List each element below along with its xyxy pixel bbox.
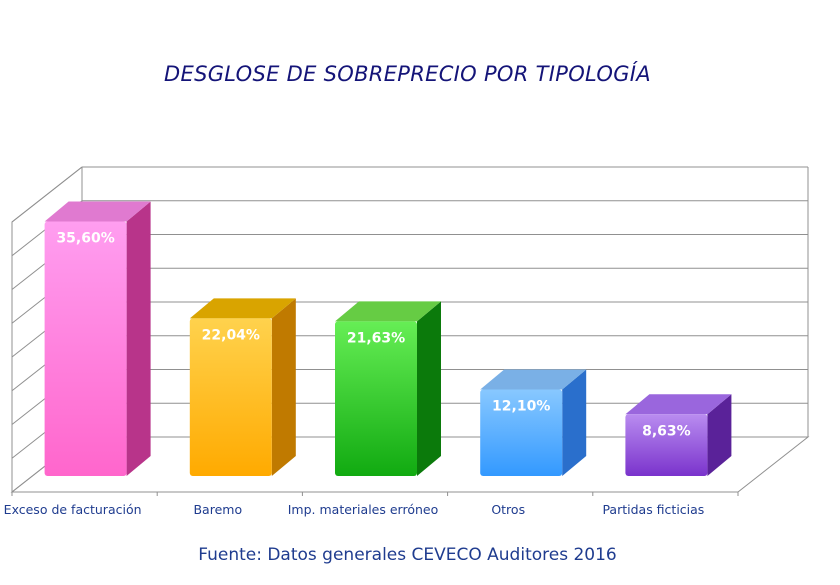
chart-title: DESGLOSE DE SOBREPRECIO POR TIPOLOGÍA [164,62,651,86]
bar-front [625,414,708,476]
bar-1 [189,298,296,476]
category-label: Otros [491,502,525,517]
gridline-side [11,166,83,223]
bar-top [480,369,587,390]
value-label: 8,63% [642,423,691,439]
bar-top [625,394,732,415]
bar-top [335,301,441,322]
value-label: 12,10% [492,398,550,414]
bar-side [707,394,732,476]
value-label: 35,60% [56,230,114,246]
bar-front [189,318,272,476]
chart-source: Fuente: Datos generales CEVECO Auditores… [198,545,617,565]
bar-side [271,298,296,476]
bar-3 [480,369,587,476]
bar-top [189,298,296,319]
category-label: Partidas ficticias [602,502,704,517]
bar-front [480,389,563,476]
bar-2 [335,301,441,476]
bar-side [126,201,151,476]
bar-front [44,221,127,476]
category-label: Baremo [193,502,242,517]
bar-top [44,201,151,222]
bar-side [417,301,441,476]
bar-4 [625,394,732,476]
bar-front [335,321,417,476]
category-label: Imp. materiales erróneo [288,502,438,517]
chart-labels: 35,60% Exceso de facturación 22,04% Baremo 2… [4,230,705,517]
chart-bars [44,201,732,476]
bar-side [562,369,587,476]
bar-0 [44,201,151,476]
category-label: Exceso de facturación [4,502,142,517]
value-label: 21,63% [347,330,405,346]
value-label: 22,04% [202,327,260,343]
